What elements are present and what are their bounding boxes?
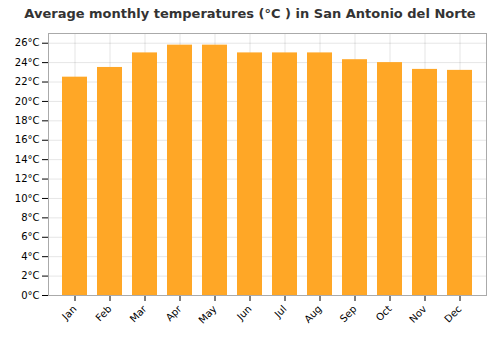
svg-text:Jun: Jun [234,303,254,323]
svg-text:Mar: Mar [128,303,150,325]
svg-text:22°C: 22°C [15,76,40,87]
svg-text:Sep: Sep [338,303,359,324]
svg-text:14°C: 14°C [15,154,40,165]
svg-text:10°C: 10°C [15,193,40,204]
svg-text:16°C: 16°C [15,134,40,145]
svg-text:24°C: 24°C [15,57,40,68]
html-text:Average monthly temperatures (: Average monthly temperatures (°C ) in Sa… [24,6,476,21]
svg-text:Apr: Apr [164,303,185,324]
svg-text:Oct: Oct [374,303,394,323]
svg-text:Feb: Feb [93,303,113,323]
svg-text:0°C: 0°C [21,290,39,301]
svg-text:20°C: 20°C [15,96,40,107]
svg-text:Jul: Jul [272,303,289,320]
svg-text:Dec: Dec [442,303,463,324]
svg-text:26°C: 26°C [15,37,40,48]
svg-text:12°C: 12°C [15,173,40,184]
svg-text:6°C: 6°C [21,231,39,242]
svg-text:Aug: Aug [302,303,324,325]
svg-text:Nov: Nov [407,303,429,325]
svg-text:2°C: 2°C [21,270,39,281]
svg-text:4°C: 4°C [21,251,39,262]
svg-text:Jan: Jan [59,303,78,322]
svg-text:8°C: 8°C [21,212,39,223]
svg-text:May: May [196,303,218,325]
svg-text:18°C: 18°C [15,115,40,126]
